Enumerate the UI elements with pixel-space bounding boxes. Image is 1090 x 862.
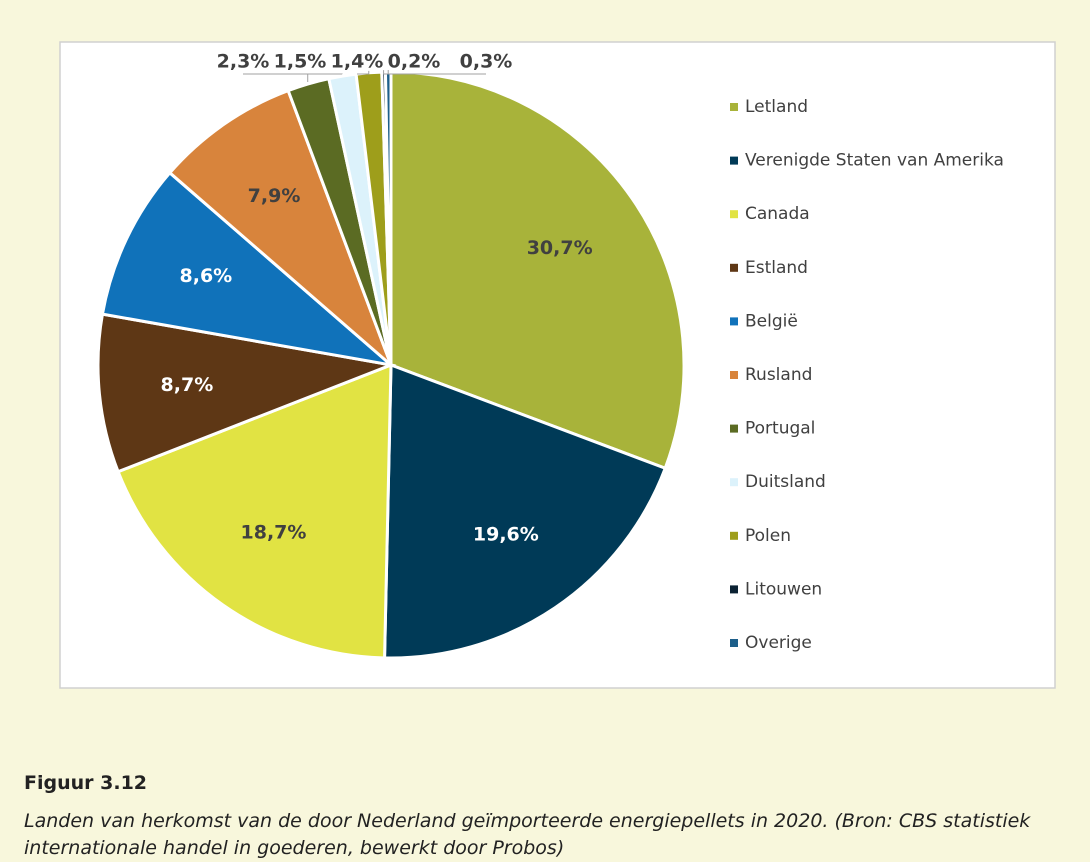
legend-label: Overige — [745, 633, 812, 653]
data-label: 1,5% — [274, 51, 327, 73]
legend-label: Rusland — [745, 365, 812, 385]
legend-swatch — [730, 157, 738, 165]
data-label: 0,3% — [460, 51, 513, 73]
legend-swatch — [730, 317, 738, 325]
legend-swatch — [730, 478, 738, 486]
legend-swatch — [730, 425, 738, 433]
legend-swatch — [730, 264, 738, 272]
legend-swatch — [730, 371, 738, 379]
legend-label: Letland — [745, 97, 808, 117]
legend-swatch — [730, 103, 738, 111]
legend-label: Litouwen — [745, 579, 822, 599]
legend-label: Portugal — [745, 419, 815, 439]
legend-swatch — [730, 210, 738, 218]
data-label: 1,4% — [331, 51, 384, 73]
legend-label: Estland — [745, 258, 808, 278]
legend-label: Polen — [745, 526, 791, 546]
data-label: 7,9% — [248, 185, 301, 207]
chart: 30,7%19,6%18,7%8,7%8,6%7,9%2,3%1,5%1,4%0… — [0, 0, 1090, 760]
data-label: 2,3% — [217, 51, 270, 73]
caption-title: Figuur 3.12 — [24, 772, 147, 794]
legend-swatch — [730, 585, 738, 593]
data-label: 18,7% — [241, 522, 307, 544]
data-label: 8,7% — [161, 374, 214, 396]
legend-swatch — [730, 532, 738, 540]
data-label: 8,6% — [180, 265, 233, 287]
legend-label: Duitsland — [745, 472, 826, 492]
legend-label: Verenigde Staten van Amerika — [745, 151, 1004, 171]
data-label: 30,7% — [527, 237, 593, 259]
data-label: 19,6% — [473, 523, 539, 545]
legend-swatch — [730, 639, 738, 647]
caption: Landen van herkomst van de door Nederlan… — [24, 808, 1074, 862]
legend-label: Canada — [745, 204, 810, 224]
legend-label: België — [745, 311, 798, 331]
data-label: 0,2% — [388, 51, 441, 73]
